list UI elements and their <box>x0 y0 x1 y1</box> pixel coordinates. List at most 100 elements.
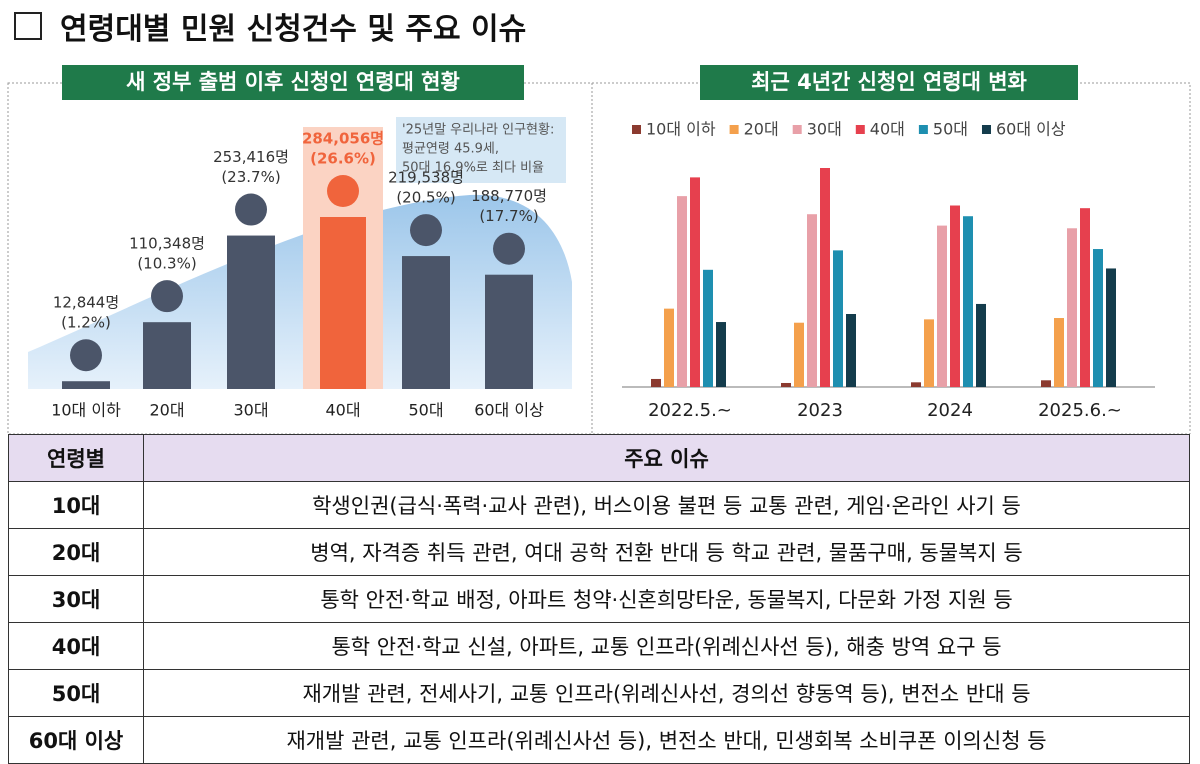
bar <box>62 381 110 389</box>
bar <box>1106 268 1116 387</box>
legend-swatch <box>632 125 641 134</box>
bar <box>677 196 687 387</box>
bar <box>781 382 791 387</box>
chart-banner <box>62 65 524 100</box>
percent-label: (10.3%) <box>137 255 196 273</box>
legend-label: 40대 <box>870 120 905 139</box>
age-cell: 20대 <box>8 528 144 576</box>
title-row: 연령대별 민원 신청건수 및 주요 이슈 <box>14 4 526 48</box>
x-tick-label: 20대 <box>149 401 184 420</box>
issue-cell: 재개발 관련, 전세사기, 교통 인프라(위례신사선, 경의선 향동역 등), … <box>143 669 1190 717</box>
person-head <box>493 232 525 265</box>
value-label: 253,416명 <box>213 148 289 166</box>
annotation: 평균연령 45.9세, <box>402 142 499 157</box>
percent-label: (26.6%) <box>310 150 376 168</box>
bar <box>950 205 960 387</box>
bar <box>664 308 674 387</box>
x-tick-label: 40대 <box>325 401 360 420</box>
table-row: 50대 재개발 관련, 전세사기, 교통 인프라(위례신사선, 경의선 향동역 등… <box>8 669 1190 717</box>
chart-title: 최근 4년간 신청인 연령대 변화 <box>751 70 1027 94</box>
legend-swatch <box>981 125 991 134</box>
bar <box>1041 380 1051 387</box>
legend-label: 30대 <box>807 120 842 139</box>
bar <box>402 256 450 389</box>
x-tick-label: 2022.5.~ <box>648 400 732 421</box>
legend-label: 10대 이하 <box>646 120 716 139</box>
bar <box>833 250 843 387</box>
person-head <box>410 214 442 247</box>
x-tick-label: 2025.6.~ <box>1038 400 1122 421</box>
column-header: 연령별 <box>8 434 144 482</box>
age-cell: 40대 <box>8 622 144 670</box>
issue-cell: 학생인권(급식·폭력·교사 관련), 버스이용 불편 등 교통 관련, 게임·온… <box>143 481 1190 529</box>
charts: 새 정부 출범 이후 신청인 연령대 현황 최근 4년간 신청인 연령대 변화 … <box>7 65 1191 434</box>
value-label: 219,538명 <box>388 169 464 187</box>
percent-label: (23.7%) <box>221 168 280 186</box>
issue-table: 연령별 주요 이슈 10대 학생인권(급식·폭력·교사 관련), 버스이용 불편 등 … <box>8 434 1190 764</box>
value-label: 110,348명 <box>129 235 205 253</box>
x-tick-label: 30대 <box>233 401 268 420</box>
value-label: 284,056명 <box>302 130 384 148</box>
legend-swatch <box>729 125 739 134</box>
issue-cell: 통학 안전·학교 배정, 아파트 청약·신혼희망타운, 동물복지, 다문화 가정… <box>143 575 1190 623</box>
bar <box>716 322 726 387</box>
legend-label: 60대 이상 <box>996 120 1066 139</box>
person-head <box>151 280 183 313</box>
bar <box>485 274 533 389</box>
bar <box>1054 318 1064 387</box>
legend-swatch <box>918 125 928 134</box>
bar <box>924 319 934 387</box>
bar <box>1067 228 1077 387</box>
checkbox-icon <box>14 12 42 40</box>
legend-label: 20대 <box>744 120 779 139</box>
header-row: 연령별 주요 이슈 <box>8 434 1190 482</box>
table-row: 40대 통학 안전·학교 신설, 아파트, 교통 인프라(위례신사선 등), 해충… <box>8 622 1190 670</box>
bar <box>690 177 700 387</box>
bar <box>320 217 366 389</box>
age-cell: 50대 <box>8 669 144 717</box>
bar <box>794 322 804 387</box>
issue-cell: 통학 안전·학교 신설, 아파트, 교통 인프라(위례신사선 등), 해충 방역… <box>143 622 1190 670</box>
x-tick-label: 50대 <box>408 401 443 420</box>
x-tick-label: 2023 <box>797 400 843 421</box>
value-label: 12,844명 <box>53 294 119 312</box>
age-cell: 60대 이상 <box>8 716 144 764</box>
table-row: 10대 학생인권(급식·폭력·교사 관련), 버스이용 불편 등 교통 관련, 게… <box>8 481 1190 529</box>
age-cell: 30대 <box>8 575 144 623</box>
x-tick-label: 10대 이하 <box>51 401 121 420</box>
bar <box>227 235 275 389</box>
table-row: 20대 병역, 자격증 취득 관련, 여대 공학 전환 반대 등 학교 관련, 물… <box>8 528 1190 576</box>
issue-cell: 재개발 관련, 교통 인프라(위례신사선 등), 변전소 반대, 민생회복 소비… <box>143 716 1190 764</box>
bar <box>937 225 947 387</box>
person-head <box>70 339 102 372</box>
table-row: 30대 통학 안전·학교 배정, 아파트 청약·신혼희망타운, 동물복지, 다문화… <box>8 575 1190 623</box>
annotation: '25년말 우리나라 인구현황: <box>402 123 554 138</box>
issue-cell: 병역, 자격증 취득 관련, 여대 공학 전환 반대 등 학교 관련, 물품구매… <box>143 528 1190 576</box>
x-tick-label: 2024 <box>927 400 973 421</box>
x-tick-label: 60대 이상 <box>474 401 544 420</box>
bar <box>1080 208 1090 387</box>
percent-label: (17.7%) <box>479 207 538 225</box>
bar <box>1093 249 1103 387</box>
percent-label: (20.5%) <box>396 189 455 207</box>
annotation: 50대 16.9%로 최다 비율 <box>402 161 544 176</box>
legend-swatch <box>855 125 865 134</box>
column-header: 주요 이슈 <box>143 434 1190 482</box>
bar <box>651 378 661 387</box>
bar <box>846 314 856 387</box>
page-title: 연령대별 민원 신청건수 및 주요 이슈 <box>60 12 527 47</box>
chart-title: 새 정부 출범 이후 신청인 연령대 현황 <box>126 70 460 94</box>
bar <box>143 322 191 389</box>
bar <box>911 382 921 387</box>
chart-frame <box>7 82 1191 434</box>
bar <box>963 216 973 387</box>
bar <box>976 303 986 387</box>
chart-banner <box>700 65 1078 100</box>
value-label: 188,770명 <box>471 187 547 205</box>
bar <box>703 269 713 387</box>
percent-label: (1.2%) <box>61 314 111 332</box>
annotation-box <box>396 117 566 183</box>
legend-swatch <box>792 125 802 134</box>
person-head <box>327 175 359 207</box>
